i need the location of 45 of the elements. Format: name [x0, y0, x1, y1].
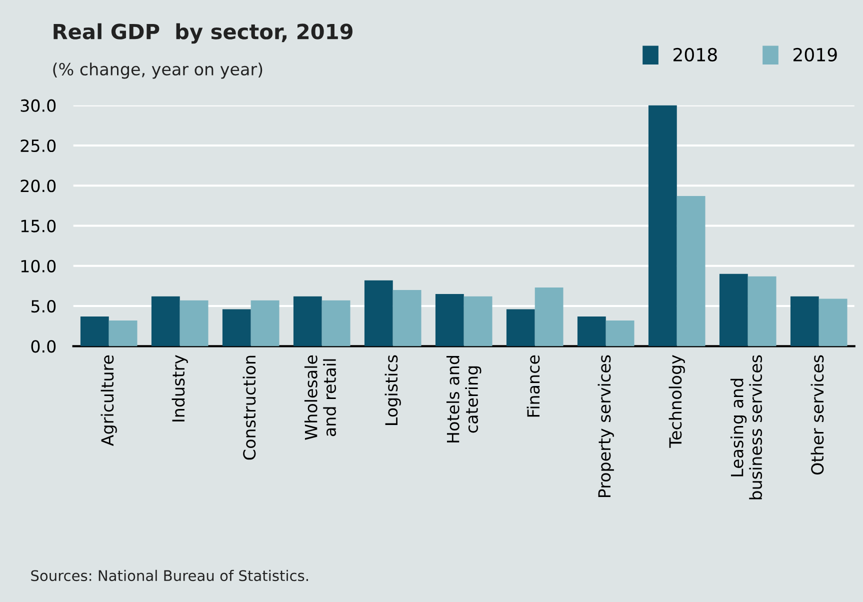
x-tick-label: Technology	[668, 354, 685, 448]
bar	[322, 300, 350, 346]
bar	[180, 300, 208, 346]
y-tick-label: 15.0	[21, 220, 56, 232]
x-tick-label: Industry	[172, 354, 188, 422]
bar	[293, 296, 322, 346]
x-tick-label: Agriculture	[100, 355, 117, 446]
bar	[435, 294, 464, 346]
x-tick-label: Construction	[242, 356, 256, 460]
y-tick-label: 5.0	[31, 300, 56, 313]
x-tick-label: Other services	[810, 355, 824, 475]
bar	[464, 296, 492, 346]
bar	[606, 320, 634, 346]
legend-label: 2018	[674, 48, 717, 62]
source-note: Sources: National Bureau of Statistics.	[31, 570, 308, 582]
legend-label: 2019	[793, 48, 837, 62]
bar	[748, 276, 776, 346]
x-tick-label: Wholesale and retail	[304, 355, 336, 440]
y-tick-label: 25.0	[20, 139, 56, 152]
bar	[506, 309, 535, 346]
bar	[364, 280, 393, 346]
bar	[719, 274, 748, 346]
chart-title: Real GDP by sector, 2019	[54, 23, 352, 44]
bar	[108, 320, 138, 346]
bar	[790, 296, 819, 346]
x-tick-label: Hotels and catering	[446, 356, 482, 442]
bar	[222, 309, 251, 346]
bar	[151, 296, 180, 346]
bar	[577, 316, 606, 346]
bar	[676, 196, 706, 346]
bar	[250, 300, 280, 346]
y-tick-label: 20.0	[20, 180, 56, 192]
bar	[534, 288, 564, 346]
x-tick-label: Property services	[598, 355, 614, 498]
bar	[392, 290, 422, 346]
chart-subtitle: (% change, year on year)	[53, 62, 262, 79]
x-tick-label: Logistics	[384, 355, 401, 425]
bar	[818, 298, 848, 346]
y-tick-label: 0.0	[31, 340, 56, 353]
x-tick-label: Leasing and business services	[730, 355, 762, 500]
y-tick-label: 10.0	[21, 260, 56, 272]
bar	[648, 105, 677, 346]
bar	[80, 316, 109, 346]
y-tick-label: 30.0	[20, 99, 56, 112]
x-tick-label: Finance	[526, 355, 540, 417]
